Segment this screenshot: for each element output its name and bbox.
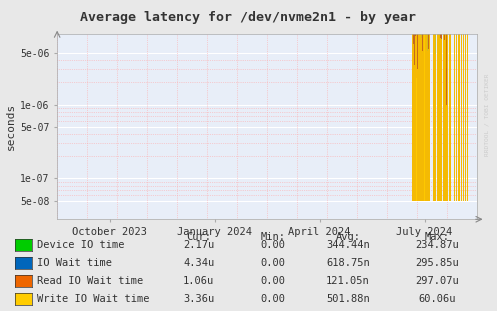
Text: 618.75n: 618.75n [326, 258, 370, 268]
Text: 0.00: 0.00 [261, 294, 286, 304]
Text: IO Wait time: IO Wait time [37, 258, 112, 268]
Text: 0.00: 0.00 [261, 240, 286, 250]
Text: 121.05n: 121.05n [326, 276, 370, 286]
Y-axis label: seconds: seconds [6, 103, 16, 150]
Text: Avg:: Avg: [335, 232, 360, 242]
Text: Max:: Max: [425, 232, 450, 242]
Text: Write IO Wait time: Write IO Wait time [37, 294, 150, 304]
Text: 501.88n: 501.88n [326, 294, 370, 304]
Text: 4.34u: 4.34u [183, 258, 214, 268]
Text: Cur:: Cur: [186, 232, 211, 242]
Text: 3.36u: 3.36u [183, 294, 214, 304]
Text: 234.87u: 234.87u [415, 240, 459, 250]
Text: 297.07u: 297.07u [415, 276, 459, 286]
Text: 0.00: 0.00 [261, 258, 286, 268]
Text: RRDTOOL / TOBI OETIKER: RRDTOOL / TOBI OETIKER [485, 74, 490, 156]
Text: 2.17u: 2.17u [183, 240, 214, 250]
Text: 295.85u: 295.85u [415, 258, 459, 268]
Text: Average latency for /dev/nvme2n1 - by year: Average latency for /dev/nvme2n1 - by ye… [81, 11, 416, 24]
Text: Read IO Wait time: Read IO Wait time [37, 276, 144, 286]
Text: 344.44n: 344.44n [326, 240, 370, 250]
Text: 60.06u: 60.06u [418, 294, 456, 304]
Text: 0.00: 0.00 [261, 276, 286, 286]
Text: Device IO time: Device IO time [37, 240, 125, 250]
Text: 1.06u: 1.06u [183, 276, 214, 286]
Text: Min:: Min: [261, 232, 286, 242]
